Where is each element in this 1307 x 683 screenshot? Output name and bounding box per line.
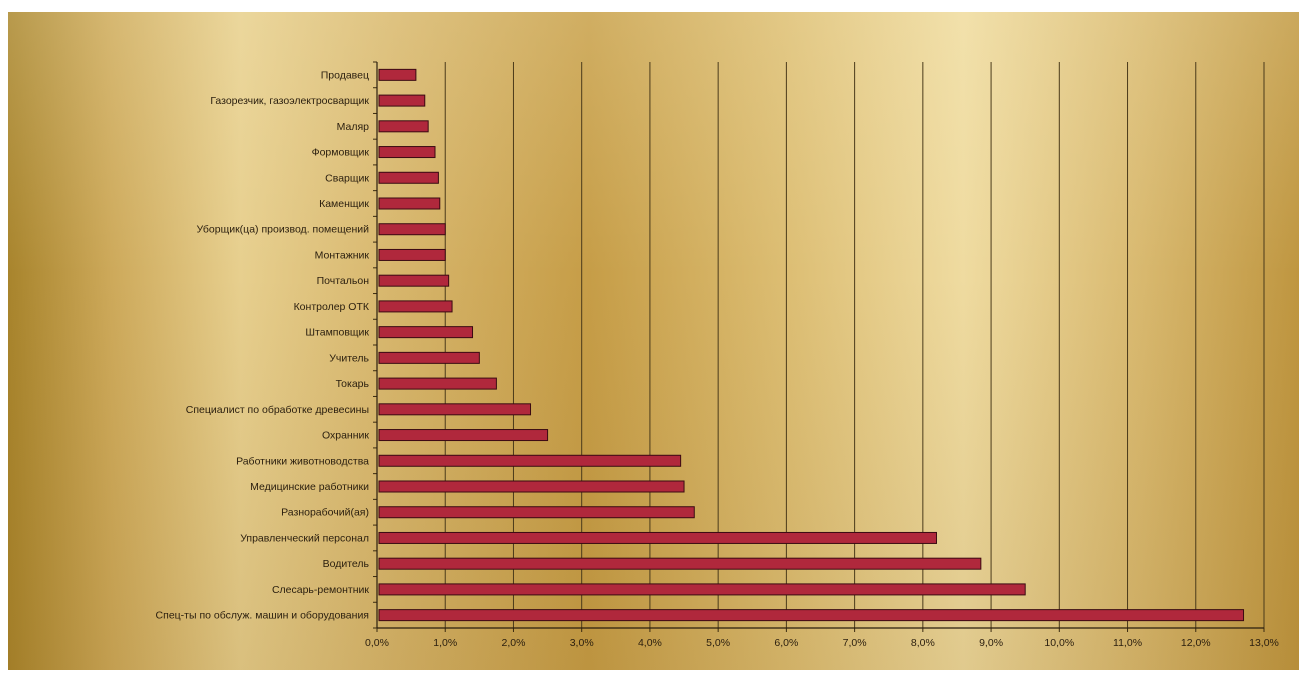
bar — [378, 480, 685, 493]
category-label: Разнорабочий(ая) — [281, 507, 369, 519]
axes — [373, 61, 1265, 632]
bar — [378, 454, 682, 467]
category-label: Сварщик — [325, 172, 369, 184]
x-tick-label: 0,0% — [365, 637, 389, 649]
bar — [378, 94, 426, 107]
category-label: Учитель — [329, 352, 369, 364]
category-label: Газорезчик, газоэлектросварщик — [210, 95, 369, 107]
bar — [378, 609, 1245, 622]
bar — [378, 120, 429, 133]
x-tick-label: 3,0% — [570, 637, 594, 649]
bar — [378, 531, 937, 544]
category-label: Охранник — [322, 430, 369, 442]
x-tick-label: 2,0% — [501, 637, 525, 649]
bar — [378, 274, 450, 287]
x-tick-label: 4,0% — [638, 637, 662, 649]
bar — [378, 146, 436, 159]
category-label: Токарь — [336, 378, 370, 390]
bar — [378, 377, 497, 390]
category-label: Формовщик — [312, 147, 370, 159]
bar — [378, 429, 549, 442]
category-label: Спец-ты по обслуж. машин и оборудования — [156, 610, 369, 622]
bar — [378, 248, 446, 261]
bar — [378, 506, 695, 519]
bar — [378, 326, 474, 339]
x-tick-label: 6,0% — [774, 637, 798, 649]
category-label: Контролер ОТК — [294, 301, 370, 313]
bar — [378, 68, 417, 81]
category-label: Каменщик — [319, 198, 369, 210]
category-label: Специалист по обработке древесины — [186, 404, 369, 416]
category-label: Слесарь-ремонтник — [272, 584, 369, 596]
category-label: Медицинские работники — [250, 481, 369, 493]
bar — [378, 197, 441, 210]
category-label: Работники животноводства — [236, 455, 369, 467]
bars — [378, 68, 1245, 622]
category-label: Водитель — [323, 558, 370, 570]
category-label: Почтальон — [317, 275, 370, 287]
bar — [378, 403, 532, 416]
x-tick-label: 8,0% — [911, 637, 935, 649]
x-tick-label: 10,0% — [1044, 637, 1074, 649]
category-label: Монтажник — [315, 249, 370, 261]
category-label: Уборщик(ца) производ. помещений — [196, 224, 369, 236]
bar — [378, 171, 439, 184]
labels: 0,0% 1,0% 2,0% 3,0% 4,0% 5,0% 6,0% 7,0% 8,0% 9,0%… — [156, 69, 1279, 649]
x-tick-label: 12,0% — [1181, 637, 1211, 649]
bar — [378, 223, 446, 236]
category-label: Штамповщик — [305, 327, 369, 339]
bar — [378, 351, 480, 364]
x-tick-label: 9,0% — [979, 637, 1003, 649]
x-tick-label: 13,0% — [1249, 637, 1279, 649]
x-tick-label: 1,0% — [433, 637, 457, 649]
x-tick-label: 7,0% — [843, 637, 867, 649]
bar — [378, 557, 982, 570]
bar — [378, 583, 1026, 596]
x-tick-label: 5,0% — [706, 637, 730, 649]
category-label: Продавец — [321, 69, 369, 81]
bar — [378, 300, 453, 313]
x-tick-label: 11,0% — [1113, 637, 1142, 649]
category-label: Маляр — [337, 121, 370, 133]
category-label: Управленческий персонал — [240, 532, 369, 544]
